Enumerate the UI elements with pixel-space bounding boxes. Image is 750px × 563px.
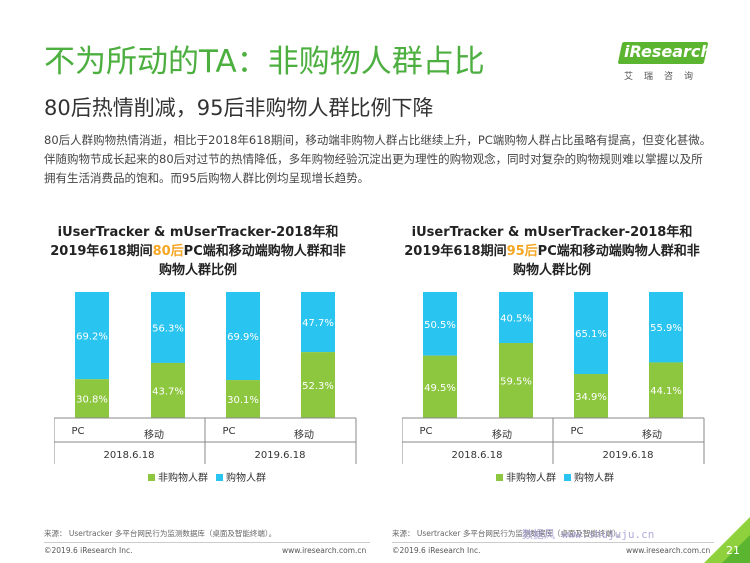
data-label-non-shopping: 30.8% bbox=[76, 395, 108, 406]
x-tick-label: 移动 bbox=[642, 428, 662, 441]
legend-label: 购物人群 bbox=[226, 471, 266, 484]
legend-swatch bbox=[496, 474, 503, 481]
url-left[interactable]: www.iresearch.com.cn bbox=[282, 546, 367, 555]
x-group-label: 2019.6.18 bbox=[603, 450, 654, 461]
data-label-shopping: 40.5% bbox=[500, 314, 532, 325]
bar-segment-shopping bbox=[75, 292, 109, 380]
x-tick-label: PC bbox=[570, 426, 583, 437]
data-label-non-shopping: 43.7% bbox=[152, 386, 184, 397]
data-label-non-shopping: 30.1% bbox=[227, 395, 259, 406]
legend-label: 购物人群 bbox=[574, 471, 614, 484]
chart-title-highlight: 80后 bbox=[152, 244, 184, 259]
copyright-right: ©2019.6 iResearch Inc. bbox=[392, 546, 481, 555]
legend-swatch bbox=[216, 474, 223, 481]
legend-label: 非购物人群 bbox=[506, 471, 556, 484]
chart-title-suffix: PC端和移动端购物人群和非购物人群比例 bbox=[512, 244, 700, 278]
x-tick-label: 移动 bbox=[144, 428, 164, 441]
page-subtitle: 80后热情削减，95后非购物人群比例下降 bbox=[44, 96, 434, 120]
data-label-shopping: 65.1% bbox=[575, 329, 607, 340]
data-label-shopping: 55.9% bbox=[650, 323, 682, 334]
logo-sub-text: 艾瑞咨询 bbox=[624, 72, 705, 82]
bar-segment-shopping bbox=[226, 292, 260, 381]
data-label-non-shopping: 52.3% bbox=[302, 381, 334, 392]
page-title: 不为所动的TA：非购物人群占比 bbox=[44, 44, 485, 80]
bar-segment-shopping bbox=[649, 292, 683, 363]
source-note-right: 来源： Usertracker 多平台网民行为监测数据库（桌面及智能终端）。 bbox=[392, 529, 625, 538]
bar-segment-non-shopping bbox=[75, 379, 109, 418]
chart-title-highlight: 95后 bbox=[506, 244, 538, 259]
iresearch-logo: iResearch 艾瑞咨询 bbox=[617, 38, 712, 82]
source-note-left: 来源： Usertracker 多平台网民行为监测数据库（桌面及智能终端）。 bbox=[44, 529, 277, 538]
x-group-label: 2019.6.18 bbox=[255, 450, 306, 461]
bar-segment-non-shopping bbox=[226, 380, 260, 418]
data-label-non-shopping: 49.5% bbox=[424, 383, 456, 394]
chart-title-prefix: iUserTracker & mUserTracker-2018年和2019年6… bbox=[404, 225, 693, 259]
data-label-shopping: 47.7% bbox=[302, 318, 334, 329]
x-group-label: 2018.6.18 bbox=[104, 450, 155, 461]
data-label-shopping: 69.2% bbox=[76, 332, 108, 343]
watermark: 数据风 www.shujuju.cn bbox=[522, 528, 655, 541]
x-group-label: 2018.6.18 bbox=[452, 450, 503, 461]
data-label-shopping: 50.5% bbox=[424, 320, 456, 331]
summary-text: 80后人群购物热情消逝，相比于2018年618期间，移动端非购物人群占比继续上升… bbox=[44, 133, 712, 185]
legend-label: 非购物人群 bbox=[158, 471, 208, 484]
data-label-non-shopping: 44.1% bbox=[650, 386, 682, 397]
chart-title-80: iUserTracker & mUserTracker-2018年和2019年6… bbox=[48, 223, 348, 280]
bar-segment-non-shopping bbox=[574, 374, 608, 418]
x-tick-label: 移动 bbox=[492, 428, 512, 441]
x-tick-label: 移动 bbox=[294, 428, 314, 441]
data-label-non-shopping: 34.9% bbox=[575, 392, 607, 403]
data-label-shopping: 56.3% bbox=[152, 323, 184, 334]
bar-segment-non-shopping bbox=[649, 362, 683, 418]
footer-divider-left bbox=[44, 542, 370, 543]
copyright-left: ©2019.6 iResearch Inc. bbox=[44, 546, 133, 555]
bar-segment-shopping bbox=[151, 292, 185, 363]
bar-segment-shopping bbox=[423, 292, 457, 356]
data-label-shopping: 69.9% bbox=[227, 332, 259, 343]
data-label-non-shopping: 59.5% bbox=[500, 377, 532, 388]
bar-segment-non-shopping bbox=[499, 343, 533, 418]
footer-divider-right bbox=[392, 542, 714, 543]
bar-segment-non-shopping bbox=[301, 352, 335, 418]
bar-segment-shopping bbox=[301, 292, 335, 353]
bar-segment-shopping bbox=[574, 292, 608, 375]
url-right[interactable]: www.iresearch.com.cn bbox=[626, 546, 711, 555]
stacked-bar-chart-80: 69.2% 30.8% PC 56.3% 43.7% 移动 69.9% 30.1% PC 47.7… bbox=[54, 292, 357, 484]
bar-segment-non-shopping bbox=[423, 355, 457, 418]
x-tick-label: PC bbox=[419, 426, 432, 437]
page-number: 21 bbox=[726, 544, 740, 557]
chart-title-suffix: PC端和移动端购物人群和非购物人群比例 bbox=[158, 244, 346, 278]
chart-title-95: iUserTracker & mUserTracker-2018年和2019年6… bbox=[402, 223, 702, 280]
bar-segment-shopping bbox=[499, 292, 533, 344]
bar-segment-non-shopping bbox=[151, 362, 185, 418]
logo-main-text: iResearch bbox=[624, 42, 712, 61]
stacked-bar-chart-95: 50.5% 49.5% PC 40.5% 59.5% 移动 65.1% 34.9% PC 55.9… bbox=[402, 292, 705, 484]
x-tick-label: PC bbox=[222, 426, 235, 437]
legend-swatch bbox=[564, 474, 571, 481]
x-tick-label: PC bbox=[71, 426, 84, 437]
chart-title-prefix: iUserTracker & mUserTracker-2018年和2019年6… bbox=[50, 225, 339, 259]
corner-decoration-inner bbox=[722, 535, 750, 563]
legend-swatch bbox=[148, 474, 155, 481]
